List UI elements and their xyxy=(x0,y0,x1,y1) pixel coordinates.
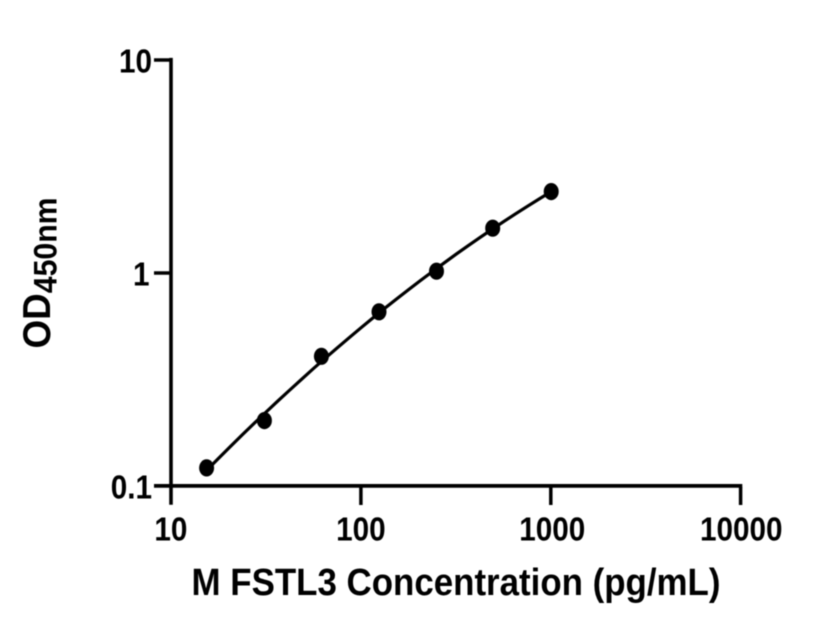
svg-text:1000: 1000 xyxy=(519,511,585,548)
svg-text:M FSTL3 Concentration (pg/mL): M FSTL3 Concentration (pg/mL) xyxy=(192,561,721,604)
svg-text:0.1: 0.1 xyxy=(111,469,152,506)
svg-text:1: 1 xyxy=(133,256,150,293)
svg-text:OD450nm: OD450nm xyxy=(16,197,64,348)
svg-text:10: 10 xyxy=(154,511,187,548)
svg-text:10000: 10000 xyxy=(700,511,783,548)
svg-text:100: 100 xyxy=(336,511,386,548)
svg-text:10: 10 xyxy=(119,43,152,80)
